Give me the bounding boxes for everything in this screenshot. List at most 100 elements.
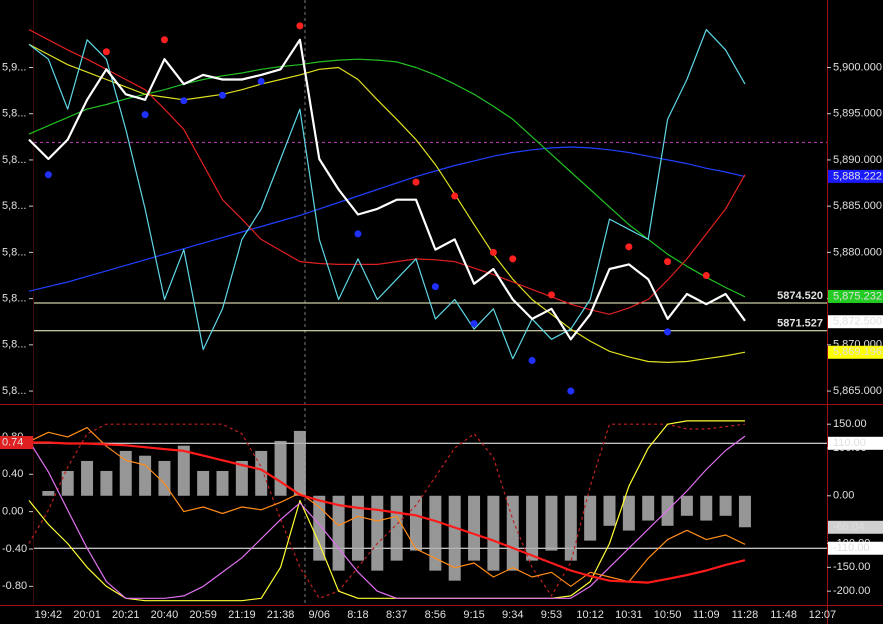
histogram-bar — [526, 495, 539, 561]
price-tag — [828, 169, 883, 183]
x-tick-label: 9:53 — [541, 609, 562, 621]
series-line — [28, 420, 745, 602]
signal-dot — [257, 77, 265, 85]
y-tick-label: 5,8... — [2, 246, 26, 258]
histogram-bar — [332, 495, 345, 571]
y-tick-label: 5,865.000 — [833, 385, 882, 397]
y-tick-label: 5,8... — [2, 339, 26, 351]
price-tag — [828, 315, 883, 329]
price-tag — [0, 436, 33, 450]
histogram-bar — [545, 495, 558, 551]
price-tag — [828, 436, 883, 450]
y-tick-label: -0.80 — [2, 580, 27, 592]
histogram-bar — [81, 460, 94, 496]
y-tick-label: 5,8... — [2, 385, 26, 397]
x-tick-label: 19:42 — [35, 609, 63, 621]
y-tick-label: 5,8... — [2, 200, 26, 212]
signal-dot — [625, 243, 633, 251]
signal-dot — [664, 258, 672, 266]
x-tick-label: 11:48 — [770, 609, 797, 621]
price-tag-label: 5,872.500 — [833, 316, 882, 328]
histogram-bar — [448, 495, 461, 581]
price-tag-label: -110.00 — [833, 542, 870, 554]
y-tick-label: 5,8... — [2, 293, 26, 305]
series-line — [28, 146, 746, 292]
y-tick-label: 0.40 — [2, 468, 23, 480]
signal-dot — [547, 291, 555, 299]
signal-dot — [489, 248, 497, 256]
price-tag-label: 0.74 — [2, 436, 23, 448]
histogram-bar — [410, 495, 422, 551]
histogram-bar — [700, 495, 713, 521]
price-tag-label: 5,888.222 — [833, 170, 882, 182]
x-tick-label: 10:50 — [654, 609, 682, 621]
histogram-bar — [642, 495, 655, 521]
x-tick-label: 21:19 — [228, 609, 256, 621]
x-tick-label: 20:21 — [112, 609, 140, 621]
x-tick-label: 10:31 — [615, 609, 643, 621]
signal-dot — [219, 91, 226, 99]
price-tag-label: 5,875.232 — [833, 290, 882, 302]
signal-dot — [431, 283, 439, 291]
price-tag-label: -66.04 — [833, 521, 864, 533]
y-tick-label: 5,900.000 — [833, 61, 882, 73]
y-tick-label: 0.00 — [2, 506, 23, 518]
x-tick-label: 10:12 — [576, 609, 604, 621]
x-tick-label: 21:38 — [267, 609, 295, 621]
histogram-bar — [719, 495, 732, 516]
histogram-bar — [622, 495, 635, 531]
signal-dot — [141, 111, 149, 119]
histogram-bar — [468, 495, 481, 561]
histogram-bar — [100, 470, 113, 496]
histogram-bar — [371, 495, 384, 571]
x-tick-label: 20:01 — [73, 609, 101, 621]
y-tick-label: -200.00 — [833, 585, 870, 597]
series-line — [28, 435, 746, 599]
signal-dot — [509, 255, 517, 263]
level-label: 5874.520 — [777, 290, 823, 302]
signal-dot — [567, 387, 575, 395]
histogram-bar — [177, 445, 190, 496]
y-tick-label: 5,890.000 — [833, 154, 882, 166]
price-tag — [828, 345, 883, 359]
x-tick-label: 9:34 — [502, 609, 523, 621]
histogram-bar — [584, 495, 597, 541]
level-label: 5871.527 — [777, 318, 823, 330]
series-line — [28, 29, 746, 360]
histogram-bar — [429, 495, 442, 571]
x-tick-label: 11:28 — [732, 609, 759, 621]
signal-dot — [664, 328, 672, 336]
histogram-bar — [42, 490, 55, 496]
signal-dot — [451, 192, 459, 200]
histogram-bar — [216, 470, 229, 496]
histogram-bar — [139, 455, 152, 496]
signal-dot — [296, 22, 304, 30]
histogram-bar — [197, 470, 210, 496]
price-tag — [828, 541, 883, 555]
signal-dot — [102, 48, 110, 56]
x-tick-label: 11:09 — [693, 609, 720, 621]
signal-dot — [470, 320, 478, 328]
x-tick-label: 20:59 — [189, 609, 217, 621]
signal-dot — [528, 357, 536, 365]
y-tick-label: -150.00 — [833, 561, 870, 573]
y-tick-label: 150.00 — [833, 418, 867, 430]
series-line — [28, 38, 746, 341]
histogram-bar — [274, 440, 287, 496]
histogram-bar — [390, 495, 403, 561]
price-tag — [828, 520, 883, 534]
signal-dot — [702, 271, 710, 279]
y-tick-label: 0.00 — [833, 490, 854, 502]
y-tick-label: 5,8... — [2, 108, 26, 120]
histogram-bar — [603, 495, 616, 526]
x-tick-label: 12:07 — [809, 609, 837, 621]
x-tick-label: 9:15 — [463, 609, 484, 621]
x-tick-label: 8:37 — [386, 609, 407, 621]
signal-dot — [160, 36, 168, 44]
histogram-bar — [235, 460, 248, 496]
signal-dot — [180, 97, 188, 105]
price-tag-label: 110.00 — [833, 437, 866, 449]
histogram-bar — [680, 495, 693, 516]
x-tick-label: 8:18 — [347, 609, 368, 621]
